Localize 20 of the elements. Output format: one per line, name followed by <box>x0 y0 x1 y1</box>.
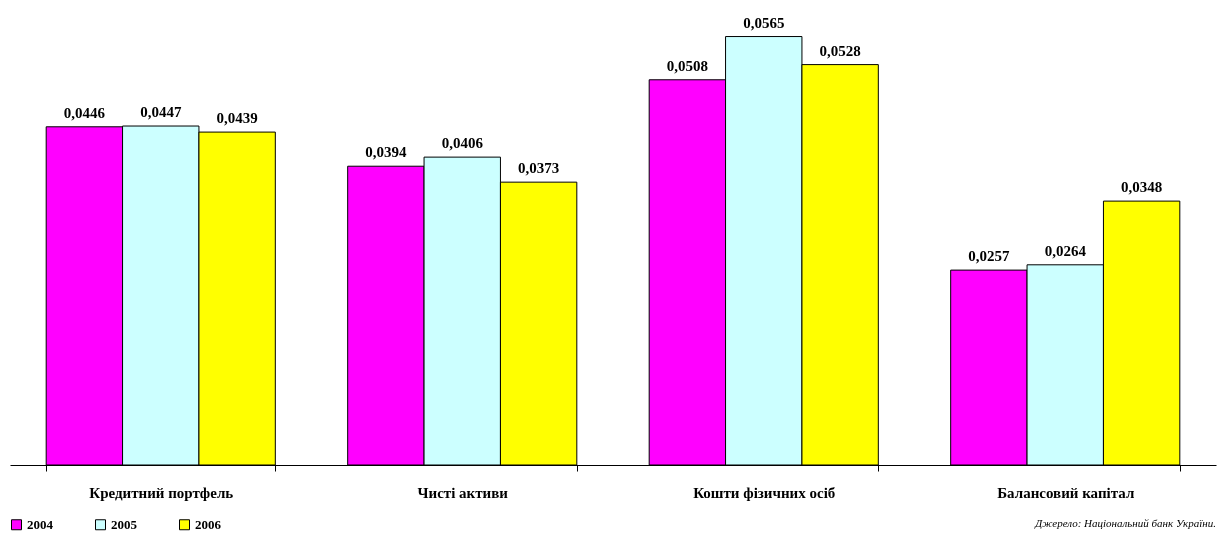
data-label: 0,0439 <box>216 110 258 127</box>
data-label: 0,0565 <box>743 14 785 31</box>
x-tick-label: Кредитний портфель <box>89 484 234 501</box>
legend-label: 2005 <box>111 516 138 532</box>
data-label: 0,0264 <box>1044 242 1087 259</box>
data-label: 0,0348 <box>1121 179 1163 196</box>
data-label: 0,0447 <box>140 104 182 121</box>
data-label: 0,0446 <box>63 104 106 121</box>
data-label: 0,0528 <box>819 42 861 59</box>
data-label: 0,0394 <box>365 144 407 161</box>
x-tick-label: Чисті активи <box>417 484 509 501</box>
legend-label: 2006 <box>195 516 222 532</box>
x-tick-label: Балансовий капітал <box>997 484 1135 501</box>
text: Джерело: Національний банк України. <box>1034 517 1216 529</box>
legend-label: 2004 <box>27 516 54 532</box>
x-tick-label: Кошти фізичних осіб <box>693 484 836 501</box>
data-label: 0,0406 <box>441 135 484 152</box>
data-label: 0,0257 <box>968 248 1010 265</box>
data-label: 0,0373 <box>518 160 560 177</box>
data-label: 0,0508 <box>666 57 708 74</box>
